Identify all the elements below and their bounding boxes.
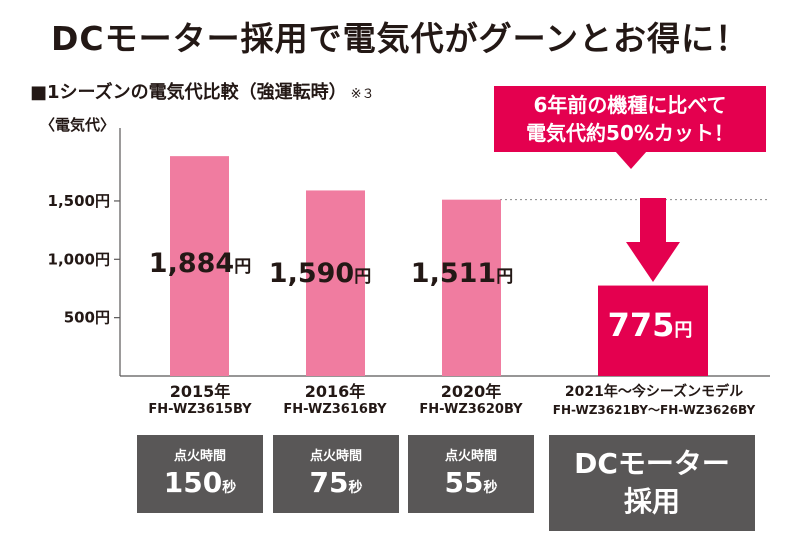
dc-motor-line-2: 採用 bbox=[623, 485, 680, 518]
dc-motor-line-1: DCモーター bbox=[574, 447, 730, 480]
value-label: 775円 bbox=[608, 306, 693, 344]
bar-1 bbox=[306, 190, 365, 376]
value-label: 1,590円 bbox=[269, 258, 371, 289]
y-axis-unit-label: 〈電気代〉 bbox=[40, 116, 116, 134]
callout-line-1: 6年前の機種に比べて bbox=[533, 93, 727, 117]
x-label-year: 2015年 bbox=[169, 382, 231, 401]
value-label: 1,884円 bbox=[149, 248, 251, 279]
y-tick-label: 500円 bbox=[64, 309, 110, 327]
x-label-model: FH-WZ3616BY bbox=[283, 402, 387, 417]
x-label-model: FH-WZ3620BY bbox=[419, 402, 523, 417]
x-label-year: 2021年〜今シーズンモデル bbox=[564, 384, 744, 400]
headline: DCモーター採用で電気代がグーンとお得に！ bbox=[51, 19, 749, 58]
ignition-box-2015: 点火時間 150秒 bbox=[137, 435, 263, 513]
chart-subtitle: ■1シーズンの電気代比較（強運転時） ※３ bbox=[30, 78, 375, 104]
callout-line-2: 電気代約50%カット！ bbox=[526, 121, 734, 145]
ignition-label: 点火時間 bbox=[309, 449, 362, 464]
arrow-head bbox=[626, 242, 680, 282]
subtitle-note: ※３ bbox=[350, 87, 375, 102]
x-label-year: 2020年 bbox=[440, 382, 502, 401]
x-label-model: FH-WZ3621BY〜FH-WZ3626BY bbox=[552, 403, 756, 417]
x-label-2016: 2016年 FH-WZ3616BY bbox=[270, 383, 400, 419]
y-tick-label: 1,500円 bbox=[48, 192, 110, 210]
x-label-2021: 2021年〜今シーズンモデル FH-WZ3621BY〜FH-WZ3626BY bbox=[536, 383, 772, 419]
ignition-value: 150秒 bbox=[163, 466, 237, 499]
dc-motor-box: DCモーター 採用 bbox=[549, 435, 755, 531]
y-tick-label: 1,000円 bbox=[48, 250, 110, 268]
x-label-model: FH-WZ3615BY bbox=[148, 402, 252, 417]
x-label-year: 2016年 bbox=[304, 382, 366, 401]
bar-3 bbox=[598, 285, 708, 376]
ignition-value: 75秒 bbox=[309, 466, 363, 499]
ignition-value: 55秒 bbox=[444, 466, 498, 499]
bar-0 bbox=[170, 156, 229, 376]
subtitle-text: ■1シーズンの電気代比較（強運転時） bbox=[30, 82, 347, 103]
x-label-2015: 2015年 FH-WZ3615BY bbox=[135, 383, 265, 419]
x-label-2020: 2020年 FH-WZ3620BY bbox=[406, 383, 536, 419]
ignition-label: 点火時間 bbox=[173, 449, 226, 464]
bar-2 bbox=[442, 199, 501, 376]
savings-callout: 6年前の機種に比べて 電気代約50%カット！ bbox=[494, 86, 766, 152]
arrow-shaft bbox=[640, 198, 666, 242]
value-label: 1,511円 bbox=[411, 258, 513, 289]
ignition-label: 点火時間 bbox=[444, 449, 497, 464]
ignition-box-2016: 点火時間 75秒 bbox=[273, 435, 399, 513]
callout-tail bbox=[615, 151, 647, 169]
ignition-box-2020: 点火時間 55秒 bbox=[408, 435, 534, 513]
